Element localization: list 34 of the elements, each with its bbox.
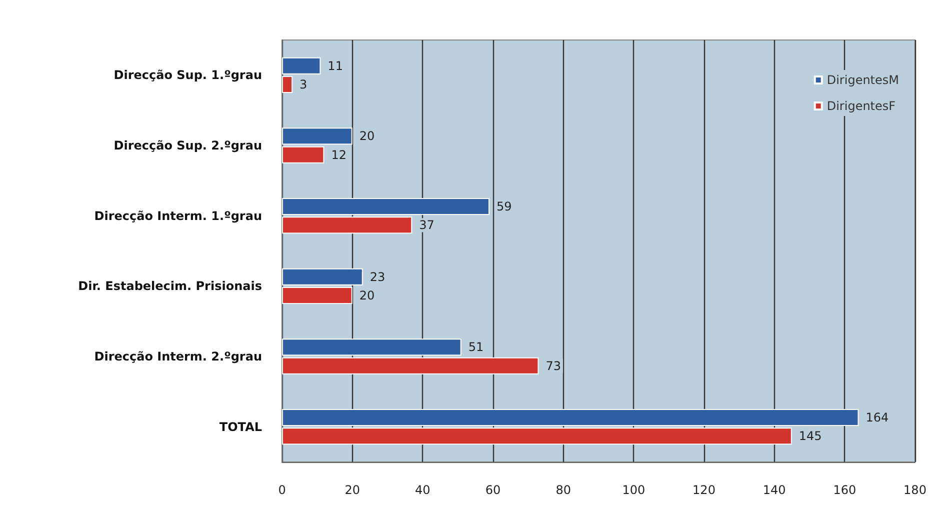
- y-tick-label: Direcção Sup. 2.ºgrau: [114, 138, 262, 152]
- y-tick-label: Dir. Estabelecim. Prisionais: [78, 279, 262, 294]
- data-label: 20: [359, 129, 375, 144]
- data-label: 164: [866, 410, 889, 424]
- x-tick-label: 140: [762, 483, 786, 497]
- x-tick-label: 20: [344, 483, 360, 497]
- x-tick-label: 100: [622, 483, 646, 497]
- x-tick-label: 120: [692, 483, 716, 497]
- y-tick-label: TOTAL: [219, 420, 262, 434]
- bar: [282, 357, 539, 374]
- legend-label: DirigentesF: [826, 99, 896, 113]
- x-tick-label: 0: [278, 483, 286, 497]
- data-label: 51: [468, 340, 484, 354]
- data-label: 3: [300, 78, 308, 92]
- bar: [282, 146, 324, 164]
- legend-label: DirigentesM: [826, 73, 899, 87]
- data-label: 23: [370, 270, 386, 284]
- y-tick-label: Direcção Interm. 1.ºgrau: [94, 208, 262, 223]
- data-label: 145: [798, 429, 822, 444]
- data-label: 11: [328, 58, 343, 73]
- y-tick-label: Direcção Sup. 1.ºgrau: [114, 68, 262, 82]
- bar: [282, 128, 352, 145]
- x-tick-label: 160: [833, 483, 856, 497]
- data-label: 37: [419, 218, 434, 232]
- data-label: 59: [496, 199, 512, 214]
- data-label: 73: [546, 358, 561, 373]
- x-tick-label: 180: [904, 483, 926, 497]
- data-label: 20: [359, 288, 375, 303]
- x-tick-label: 40: [415, 483, 430, 497]
- x-tick-label: 60: [485, 483, 501, 497]
- x-tick-label: 80: [556, 483, 571, 497]
- y-tick-label: Direcção Interm. 2.ºgrau: [94, 350, 262, 364]
- bar: [282, 338, 462, 356]
- data-label: 12: [331, 148, 346, 162]
